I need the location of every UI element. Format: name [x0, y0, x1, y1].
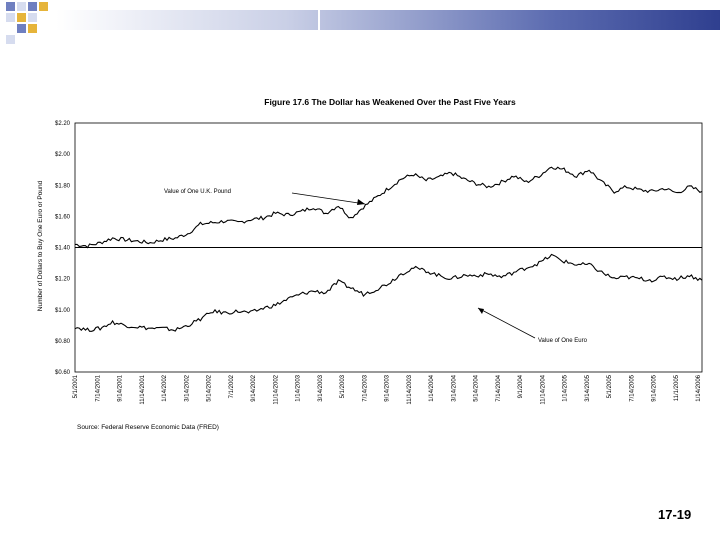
series-line-pound — [75, 166, 703, 249]
y-tick-label: $1.20 — [55, 277, 71, 283]
x-tick-label: 11/14/2002 — [273, 374, 279, 404]
corner-square-3 — [28, 2, 37, 11]
x-tick-label: 11/1/2005 — [674, 374, 680, 401]
corner-square-9 — [28, 24, 37, 33]
annotation-label-euro: Value of One Euro — [538, 338, 588, 344]
page-number: 17-19 — [658, 507, 692, 522]
corner-square-5 — [6, 13, 15, 22]
header-gradient-bar — [56, 10, 720, 30]
x-tick-label: 3/14/2004 — [451, 374, 457, 401]
x-tick-label: 9/14/2001 — [118, 374, 124, 401]
x-tick-label: 11/14/2001 — [140, 374, 146, 404]
x-tick-label: 9/14/2005 — [652, 374, 658, 401]
source-note: Source: Federal Reserve Economic Data (F… — [77, 424, 219, 431]
annotation-arrowhead-euro — [478, 308, 484, 314]
x-tick-label: 7/14/2005 — [629, 374, 635, 401]
x-tick-label: 7/14/2004 — [496, 374, 502, 401]
annotation-arrow-pound — [291, 192, 366, 205]
x-tick-label: 5/1/2001 — [73, 374, 79, 398]
y-tick-label: $0.80 — [55, 339, 71, 345]
y-tick-label: $2.00 — [55, 152, 71, 158]
y-tick-label: $1.40 — [55, 246, 71, 252]
y-tick-label: $1.00 — [55, 308, 71, 314]
annotation-arrow-euro — [477, 307, 536, 339]
corner-square-6 — [17, 13, 26, 22]
chart-title: Figure 17.6 The Dollar has Weakened Over… — [264, 97, 516, 107]
x-tick-label: 9/14/2003 — [385, 374, 391, 401]
annotation-arrowhead-pound — [357, 199, 365, 205]
x-tick-label: 1/14/2006 — [696, 374, 702, 401]
x-tick-label: 3/14/2005 — [585, 374, 591, 401]
y-tick-label: $2.20 — [55, 121, 71, 127]
x-tick-label: 5/14/2004 — [474, 374, 480, 401]
x-tick-label: 11/14/2003 — [407, 374, 413, 404]
corner-square-4 — [39, 2, 48, 11]
x-tick-label: 1/14/2003 — [296, 374, 302, 401]
x-tick-label: 9/14/2002 — [251, 374, 257, 401]
y-tick-label: $0.60 — [55, 370, 71, 376]
corner-square-1 — [6, 2, 15, 11]
x-tick-label: 5/14/2002 — [207, 374, 213, 401]
x-tick-label: 9/1/2004 — [518, 374, 524, 398]
series-line-euro — [74, 253, 703, 332]
x-tick-label: 11/14/2004 — [540, 374, 546, 404]
y-tick-label: $1.80 — [55, 183, 71, 189]
header-bar-divider — [318, 8, 320, 32]
y-tick-label: $1.60 — [55, 214, 71, 220]
x-tick-label: 5/1/2005 — [607, 374, 613, 398]
corner-square-8 — [17, 24, 26, 33]
x-tick-label: 1/14/2005 — [563, 374, 569, 401]
x-tick-label: 1/14/2002 — [162, 374, 168, 401]
corner-square-7 — [28, 13, 37, 22]
x-tick-label: 3/14/2003 — [318, 374, 324, 401]
corner-square-10 — [6, 35, 15, 44]
x-tick-label: 3/14/2002 — [184, 374, 190, 401]
x-tick-label: 7/14/2003 — [362, 374, 368, 401]
x-tick-label: 5/1/2003 — [340, 374, 346, 398]
x-tick-label: 7/14/2001 — [95, 374, 101, 401]
x-tick-label: 7/1/2002 — [229, 374, 235, 398]
corner-square-2 — [17, 2, 26, 11]
annotation-label-pound: Value of One U.K. Pound — [164, 189, 231, 195]
x-tick-label: 1/14/2004 — [429, 374, 435, 401]
